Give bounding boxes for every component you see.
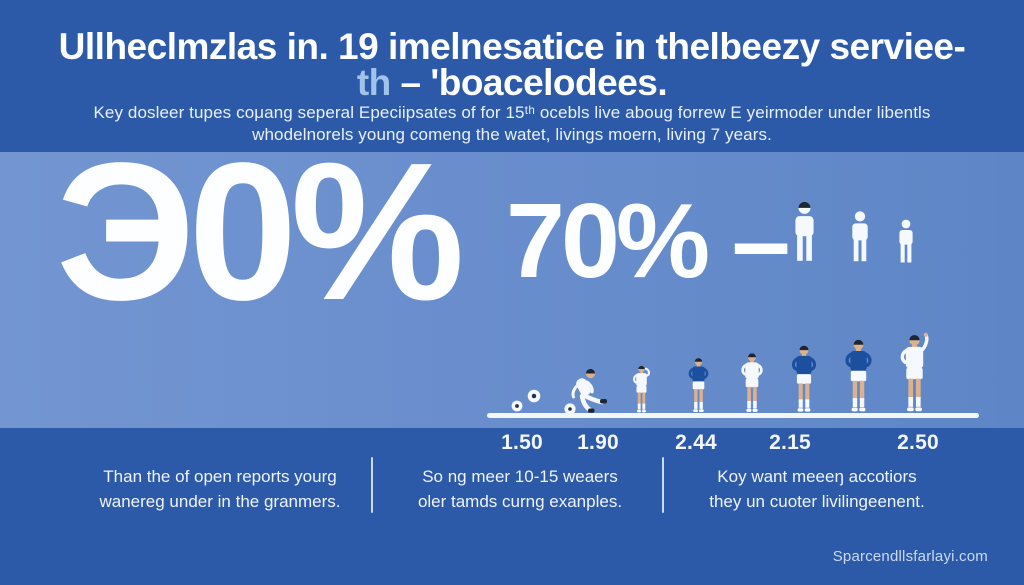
person-small-icon <box>894 219 918 272</box>
divider <box>371 457 373 513</box>
player-white-kit-icon <box>736 351 768 419</box>
watermark: Sparcendllsfarlayi.com <box>832 548 988 565</box>
footnote-1-line2: wanereg under in the granmers. <box>99 491 341 511</box>
title-accent-word: th <box>356 62 391 103</box>
footnote-3: Koy want meeeŋ accotiors they un cuoter … <box>688 465 946 514</box>
baseline <box>487 413 979 418</box>
page-title-line2: th – 'boacelodees. <box>0 62 1024 104</box>
secondary-percentage: 70% – <box>506 182 791 300</box>
player-raised-arm-icon <box>894 332 935 419</box>
title-line2-rest: – 'boacelodees. <box>390 62 668 103</box>
person-medium-icon <box>846 210 874 272</box>
footnote-2: So ng meer 10-15 weaers oler tamds curng… <box>398 465 642 514</box>
divider <box>662 457 664 513</box>
person-large-icon <box>788 201 821 272</box>
soccer-ball-icon <box>511 399 523 417</box>
footnote-1-line1: Than the of open reports yourg <box>103 467 337 486</box>
value-label: 1.90 <box>577 431 619 454</box>
footnote-2-line1: So ng meer 10-15 weaers <box>422 467 618 486</box>
value-label: 2.50 <box>897 431 939 454</box>
primary-percentage: Э0% <box>56 122 465 341</box>
footnote-2-line2: oler tamds curng exanples. <box>417 491 623 511</box>
player-blue-kit-icon <box>839 337 878 419</box>
player-blue-kit-icon <box>684 356 713 419</box>
footnote-1: Than the of open reports yourg wanereg u… <box>80 465 360 514</box>
value-label: 2.44 <box>675 431 717 454</box>
subtitle-line2: whodelnorels young comeng the watet, liv… <box>252 125 772 144</box>
player-kicking-icon <box>560 366 614 421</box>
header-section: Ullheclmzlas in. 19 imelnesatice in thel… <box>0 0 1024 152</box>
player-blue-kit-icon <box>786 343 822 419</box>
footnote-3-line2: they un cuoter livilingeenent. <box>709 491 925 511</box>
value-label: 2.15 <box>769 431 811 454</box>
soccer-ball-icon <box>527 389 541 408</box>
subtitle-line1: Key dosleer tupes coμang seperal Epeciip… <box>93 103 931 122</box>
value-label: 1.50 <box>501 431 543 454</box>
page-title-line1: Ullheclmzlas in. 19 imelnesatice in thel… <box>58 26 966 67</box>
footnote-3-line1: Koy want meeeŋ accotiors <box>717 467 917 486</box>
player-saluting-icon <box>629 364 654 419</box>
